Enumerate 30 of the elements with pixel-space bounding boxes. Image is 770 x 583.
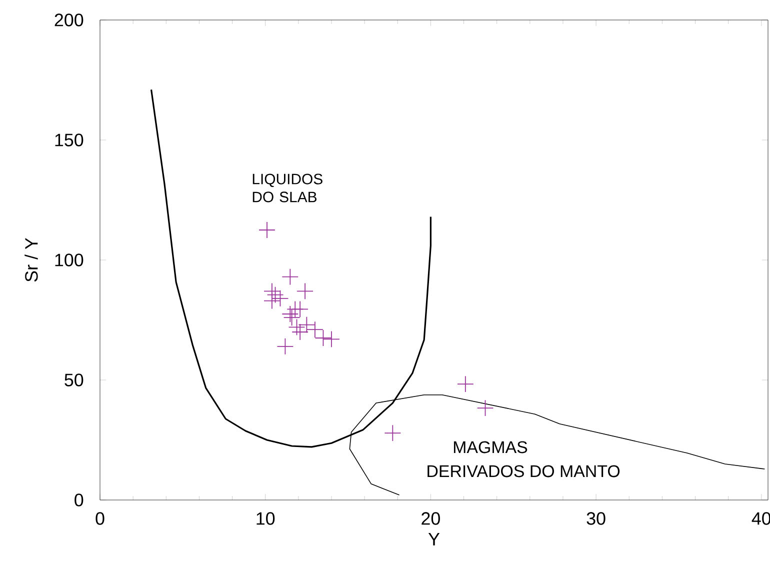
annotation: LIQUIDOS DO SLAB	[252, 174, 322, 202]
point	[283, 309, 300, 326]
annotation: DERIVADOS DO MANTO	[428, 465, 620, 478]
y-tick-label: 100	[55, 254, 84, 266]
point	[292, 324, 308, 340]
y-tick-label: 200	[54, 14, 84, 26]
y-tick-label: 50	[64, 374, 84, 386]
point	[282, 268, 299, 286]
x-tick-label: 30	[586, 512, 606, 525]
x-axis-title: Y	[428, 533, 440, 546]
y-tick-label: 150	[55, 134, 84, 146]
point	[298, 316, 316, 334]
y-tick-label: 0	[74, 494, 84, 506]
point	[264, 292, 280, 310]
x-tick-label: 10	[256, 512, 275, 525]
x-tick-label: 0	[96, 512, 104, 525]
point	[476, 400, 494, 416]
point	[384, 424, 402, 442]
point	[266, 286, 284, 304]
x-tick-label: 20	[422, 512, 440, 525]
point	[457, 376, 474, 392]
point	[288, 318, 306, 336]
point	[296, 282, 314, 300]
point	[276, 338, 294, 355]
y-axis-title: Sr / Y	[24, 238, 38, 282]
point	[323, 330, 340, 348]
point	[258, 222, 276, 238]
annotation: MAGMAS	[454, 441, 528, 454]
point	[282, 306, 299, 322]
point	[292, 300, 308, 318]
